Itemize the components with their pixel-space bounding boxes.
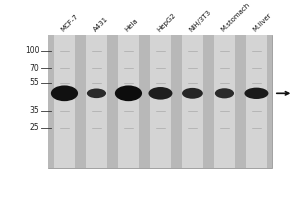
Bar (118, 35, 139, 168)
Bar (214, 35, 235, 168)
Bar (86, 35, 107, 168)
Bar (54, 35, 75, 168)
Bar (246, 35, 267, 168)
Bar (182, 35, 203, 168)
Text: 25: 25 (30, 123, 40, 132)
Bar (145, 35, 176, 168)
Ellipse shape (51, 85, 78, 101)
Ellipse shape (87, 88, 106, 98)
Bar (49, 35, 80, 168)
Bar (150, 35, 171, 168)
Ellipse shape (215, 88, 234, 98)
Text: 100: 100 (25, 46, 40, 55)
Text: HepG2: HepG2 (156, 12, 177, 33)
Bar (49, 35, 272, 168)
Bar (176, 35, 208, 168)
Text: MCF-7: MCF-7 (60, 13, 80, 33)
Bar (208, 35, 240, 168)
Text: M.liver: M.liver (252, 12, 273, 33)
Ellipse shape (244, 88, 268, 99)
Text: 55: 55 (30, 78, 40, 87)
Ellipse shape (148, 87, 172, 100)
Bar (240, 35, 272, 168)
Text: 70: 70 (30, 64, 40, 73)
Text: M.stomach: M.stomach (220, 2, 251, 33)
Ellipse shape (115, 85, 142, 101)
Text: Hela: Hela (124, 18, 140, 33)
Ellipse shape (182, 88, 203, 99)
Text: 35: 35 (30, 106, 40, 115)
Text: A431: A431 (92, 16, 109, 33)
Text: NIH/3T3: NIH/3T3 (188, 9, 212, 33)
Bar (112, 35, 145, 168)
Bar (80, 35, 112, 168)
